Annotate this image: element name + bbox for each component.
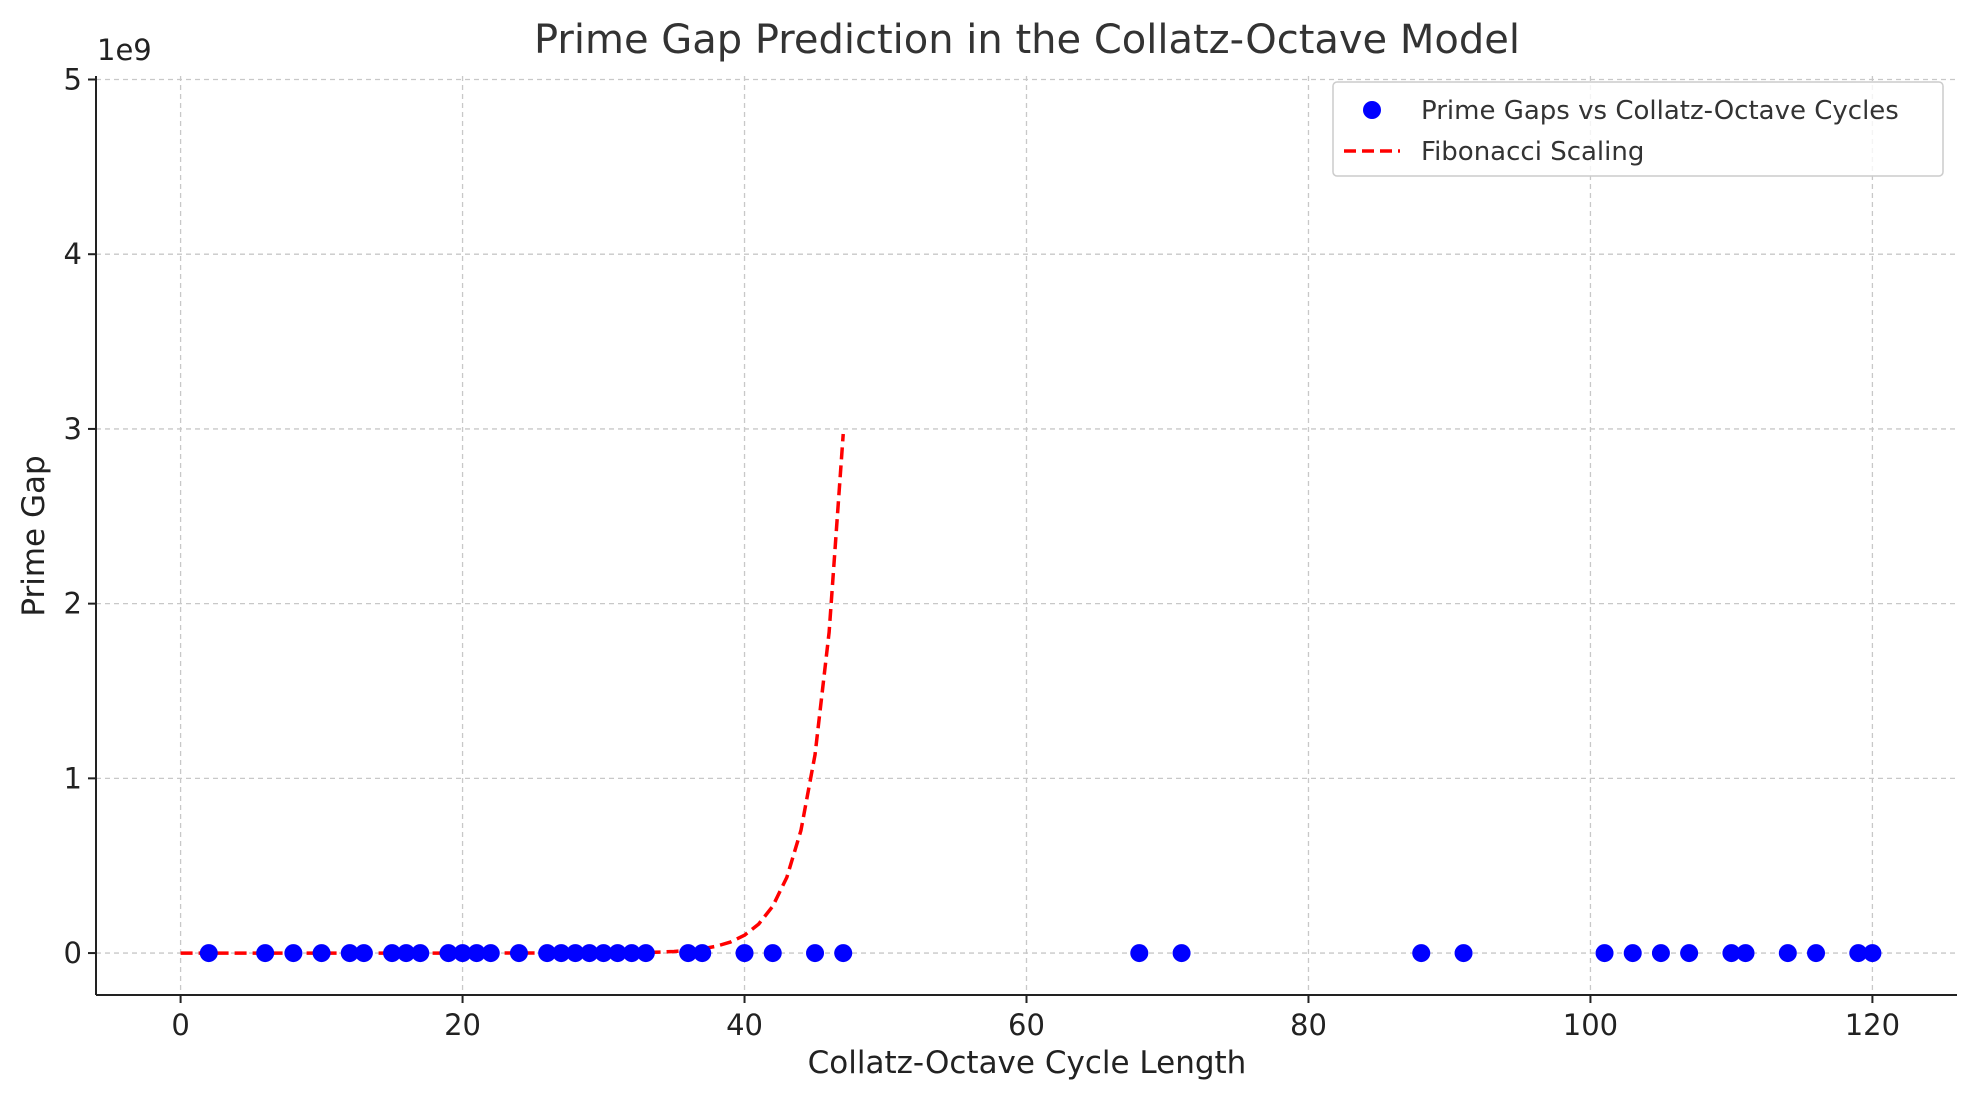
x-tick-label: 60 xyxy=(1008,1008,1045,1042)
scatter-point xyxy=(763,944,782,963)
scatter-point xyxy=(1454,944,1473,963)
x-tick-label: 0 xyxy=(171,1008,189,1042)
scatter-point xyxy=(1863,944,1882,963)
scatter-point xyxy=(284,944,303,963)
fibonacci-line-layer xyxy=(180,433,845,955)
legend-box xyxy=(1332,81,1944,177)
scatter-point xyxy=(622,944,641,963)
scatter-point xyxy=(1412,944,1431,963)
y-tick-label: 3 xyxy=(64,412,82,446)
scatter-point xyxy=(199,944,218,963)
x-tick-label: 100 xyxy=(1563,1008,1618,1042)
grid-layer xyxy=(96,76,1957,995)
scatter-point xyxy=(636,944,655,963)
scatter-point xyxy=(397,944,416,963)
scatter-point xyxy=(1736,944,1755,963)
x-tick-label: 40 xyxy=(726,1008,763,1042)
scatter-point xyxy=(354,944,373,963)
x-tick-label: 120 xyxy=(1845,1008,1900,1042)
y-tick-label: 4 xyxy=(64,237,82,271)
scatter-point xyxy=(383,944,402,963)
scatter-point xyxy=(453,944,472,963)
y-tick-label: 2 xyxy=(64,587,82,621)
scatter-point xyxy=(1680,944,1699,963)
y-axis-offset-label: 1e9 xyxy=(97,33,152,67)
legend-label-line: Fibonacci Scaling xyxy=(1421,137,1644,167)
scatter-point xyxy=(1651,944,1670,963)
chart-title: Prime Gap Prediction in the Collatz-Octa… xyxy=(534,17,1520,63)
scatter-point xyxy=(1722,944,1741,963)
scatter-point xyxy=(256,944,275,963)
y-tick-label: 1 xyxy=(64,761,82,795)
scatter-point xyxy=(566,944,585,963)
legend-label-scatter: Prime Gaps vs Collatz-Octave Cycles xyxy=(1421,96,1899,126)
scatter-point xyxy=(538,944,557,963)
scatter-point xyxy=(411,944,430,963)
axes-layer: 0 20 40 60 80 100 120 0 1 2 3 4 5 xyxy=(64,62,1957,1042)
scatter-point xyxy=(1849,944,1868,963)
scatter-point xyxy=(1130,944,1149,963)
scatter-point xyxy=(806,944,825,963)
scatter-point xyxy=(580,944,599,963)
scatter-point xyxy=(552,944,571,963)
scatter-point xyxy=(1623,944,1642,963)
scatter-point xyxy=(1807,944,1826,963)
scatter-point xyxy=(1172,944,1191,963)
x-tick-label: 20 xyxy=(444,1008,481,1042)
scatter-point xyxy=(693,944,712,963)
scatter-point xyxy=(594,944,613,963)
y-tick-label: 5 xyxy=(64,62,82,96)
scatter-point xyxy=(509,944,528,963)
legend-marker-scatter xyxy=(1363,101,1381,119)
scatter-point xyxy=(467,944,486,963)
scatter-point xyxy=(481,944,500,963)
scatter-point xyxy=(735,944,754,963)
scatter-point xyxy=(679,944,698,963)
scatter-point xyxy=(608,944,627,963)
y-tick-label: 0 xyxy=(64,936,82,970)
scatter-point xyxy=(340,944,359,963)
scatter-points-layer xyxy=(199,944,1882,963)
fibonacci-scaling-line xyxy=(180,433,845,955)
legend: Prime Gaps vs Collatz-Octave Cycles Fibo… xyxy=(1332,81,1944,177)
x-tick-label: 80 xyxy=(1290,1008,1327,1042)
x-axis-label: Collatz-Octave Cycle Length xyxy=(808,1045,1247,1081)
scatter-point xyxy=(439,944,458,963)
scatter-point xyxy=(834,944,853,963)
scatter-point xyxy=(1595,944,1614,963)
scatter-point xyxy=(312,944,331,963)
scatter-point xyxy=(1778,944,1797,963)
y-axis-label: Prime Gap xyxy=(16,455,52,616)
